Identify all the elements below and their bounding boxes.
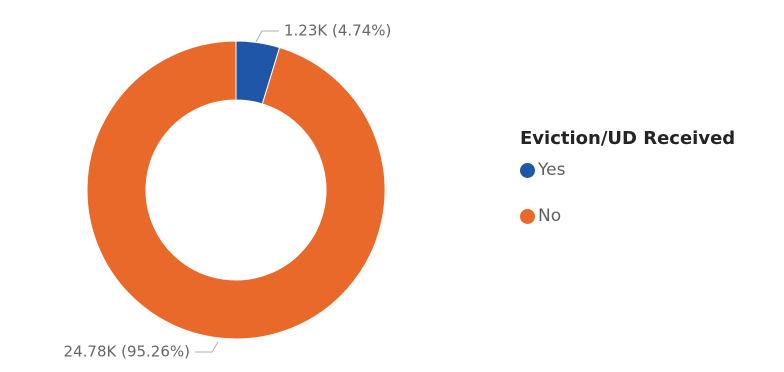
legend: Eviction/UD Received Yes No — [520, 128, 735, 229]
donut-slices — [86, 40, 386, 340]
legend-item-no[interactable]: No — [520, 203, 735, 229]
legend-marker-yes — [520, 162, 535, 178]
label-leader-yes — [255, 30, 279, 43]
legend-title: Eviction/UD Received — [520, 128, 736, 149]
legend-item-yes[interactable]: Yes — [520, 157, 735, 183]
data-label-no: 24.78K (95.26%) — [64, 343, 190, 361]
legend-label-no: No — [538, 206, 562, 226]
data-label-yes: 1.23K (4.74%) — [284, 22, 391, 40]
legend-marker-no — [520, 208, 535, 224]
slice-no[interactable] — [86, 40, 386, 340]
label-leader-no — [195, 341, 219, 353]
legend-label-yes: Yes — [538, 160, 566, 180]
